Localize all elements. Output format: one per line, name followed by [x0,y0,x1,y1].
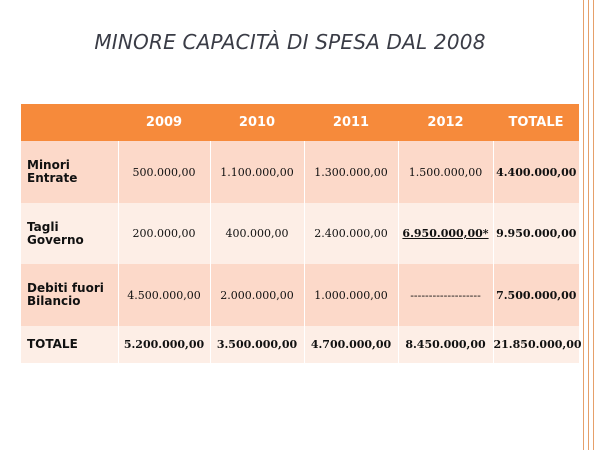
row-total-cell: 7.500.000,00 [492,264,579,326]
table-cell: 5.200.000,00 [117,326,210,363]
table-row-totale: TOTALE 5.200.000,00 3.500.000,00 4.700.0… [21,326,582,363]
row-label: Tagli Governo [27,219,84,247]
table-cell: 1.300.000,00 [303,141,398,203]
row-label: Minori Entrate [27,158,78,185]
column-header-2012: 2012 [427,115,464,130]
row-total-cell: 9.950.000,00 [492,203,579,264]
grand-total-cell: 21.850.000,00 [492,326,582,363]
column-header-empty [21,104,118,141]
row-label: TOTALE [27,337,78,351]
table-cell: 4.500.000,00 [117,264,210,326]
table-cell: 2.000.000,00 [209,264,304,326]
column-header-2011: 2011 [332,115,370,130]
table-row-minori-entrate: Minori Entrate 500.000,00 1.100.000,00 1… [21,141,579,203]
table-cell-highlighted: 6.950.000,00* [397,203,493,264]
decorative-line [583,0,584,450]
table-cell: 8.450.000,00 [397,326,493,363]
row-label: Debiti fuori Bilancio [27,281,104,308]
decorative-line [588,0,589,450]
decorative-line [593,0,594,450]
table-cell: 1.000.000,00 [303,264,398,326]
table-cell: 2.400.000,00 [303,203,398,264]
table-cell: 4.700.000,00 [303,326,398,363]
row-total-cell: 4.400.000,00 [492,141,579,203]
highlighted-value: 6.950.000,00* [402,227,489,240]
table-cell: 1.500.000,00 [397,141,493,203]
table-cell: ------------------- [397,264,493,326]
table-cell: 200.000,00 [117,203,210,264]
column-header-totale: TOTALE [508,115,564,130]
table-row-debiti-fuori-bilancio: Debiti fuori Bilancio 4.500.000,00 2.000… [21,264,579,326]
table-header-row: 2009 2010 2011 2012 TOTALE [21,104,579,141]
table-cell: 3.500.000,00 [209,326,304,363]
column-header-2009: 2009 [145,115,183,130]
table-cell: 500.000,00 [117,141,210,203]
table-row-tagli-governo: Tagli Governo 200.000,00 400.000,00 2.40… [21,203,579,264]
slide-title: MINORE CAPACITÀ DI SPESA DAL 2008 [94,30,486,54]
budget-table: 2009 2010 2011 2012 TOTALE Minori Entrat… [21,104,582,363]
column-header-2010: 2010 [238,115,276,130]
table-cell: 1.100.000,00 [209,141,304,203]
table-cell: 400.000,00 [209,203,304,264]
